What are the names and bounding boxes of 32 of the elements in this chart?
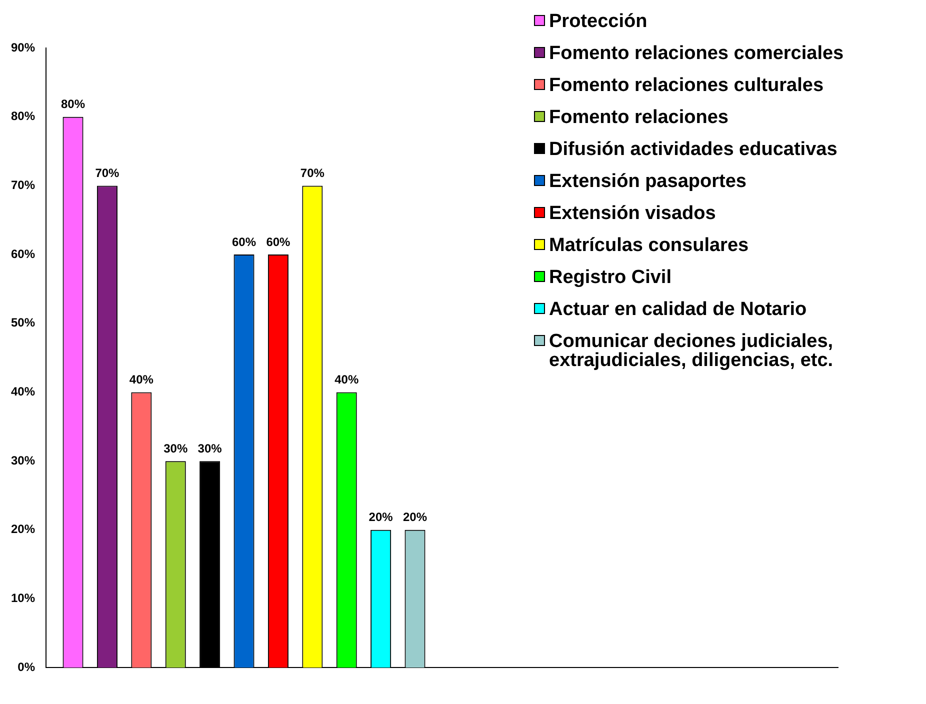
data-label: 30%: [198, 441, 222, 456]
data-label: 40%: [334, 372, 359, 387]
y-tick-label: 40%: [10, 384, 36, 399]
data-label: 20%: [368, 510, 394, 524]
y-tick-label: 10%: [10, 591, 36, 606]
legend-label: Comunicar deciones judiciales, extrajudiciales, diligencias, etc.: [549, 331, 834, 371]
data-label: 60%: [266, 234, 291, 249]
legend-label: Protección: [549, 11, 648, 32]
y-tick-label: 30%: [10, 453, 36, 468]
legend-label: Fomento relaciones culturales: [549, 75, 824, 96]
data-label: 40%: [129, 372, 154, 387]
data-label: 20%: [402, 510, 428, 524]
y-tick-label: 20%: [10, 522, 36, 536]
legend-label: Difusión actividades educativas: [549, 139, 838, 160]
legend-label: Extensión pasaportes: [549, 171, 746, 192]
y-tick-label: 80%: [10, 109, 36, 124]
y-tick-label: 60%: [10, 246, 36, 261]
legend-label: Extensión visados: [549, 203, 716, 224]
data-label: 70%: [300, 166, 325, 180]
y-tick-label: 70%: [10, 178, 36, 192]
data-label: 60%: [232, 234, 256, 249]
legend-label: Actuar en calidad de Notario: [549, 299, 807, 320]
legend-label: Registro Civil: [549, 267, 672, 288]
legend-label: Fomento relaciones comerciales: [549, 43, 844, 64]
legend-label: Fomento relaciones: [549, 107, 728, 128]
y-tick-label: 0%: [18, 660, 36, 674]
data-label: 30%: [164, 441, 188, 456]
y-tick-label: 90%: [10, 40, 36, 54]
data-label: 80%: [61, 97, 86, 112]
legend-label: Matrículas consulares: [549, 235, 749, 256]
y-tick-label: 50%: [10, 316, 36, 330]
data-label: 70%: [95, 166, 120, 180]
